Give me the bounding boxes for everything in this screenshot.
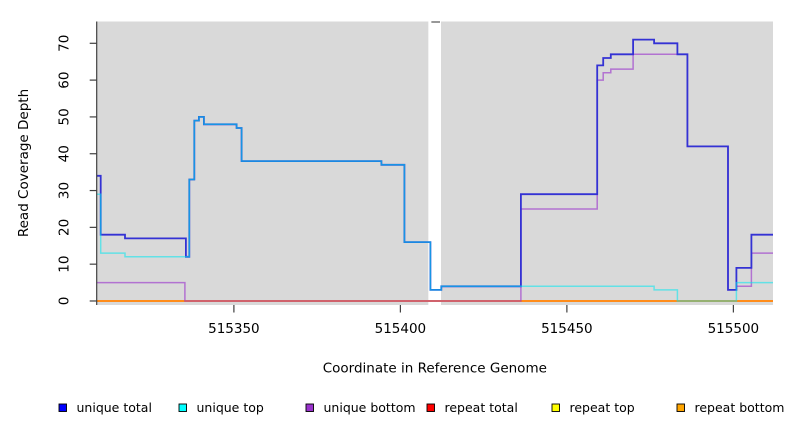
y-tick-label: 40: [57, 145, 73, 162]
no-data-gap: [428, 21, 442, 305]
legend-label: repeat bottom: [695, 400, 785, 415]
legend-swatch: [426, 403, 435, 412]
x-axis: 515350 515400 515450 515500: [208, 305, 759, 337]
y-tick-label: 10: [57, 256, 73, 273]
legend-swatch: [551, 403, 560, 412]
x-tick-label: 515350: [208, 321, 260, 337]
x-tick-label: 515500: [708, 321, 760, 337]
legend-swatch: [58, 403, 67, 412]
y-tick-label: 0: [57, 297, 73, 306]
legend-swatch: [305, 403, 314, 412]
legend-item-repeat-total: repeat total: [426, 400, 518, 415]
legend-swatch: [676, 403, 685, 412]
x-tick-label: 515450: [541, 321, 593, 337]
legend-label: repeat total: [445, 400, 518, 415]
y-tick-label: 20: [57, 219, 73, 236]
legend-label: unique bottom: [324, 400, 416, 415]
legend-label: unique total: [77, 400, 152, 415]
legend-label: repeat top: [570, 400, 635, 415]
series-line: [96, 116, 773, 302]
legend-item-repeat-top: repeat top: [551, 400, 635, 415]
plot-layers: 0 10 20 30 40 50 60 70 515350 515400 515450 515500: [57, 21, 773, 337]
y-tick-label: 50: [57, 108, 73, 125]
legend: unique total unique top unique bottom repea…: [58, 400, 785, 415]
y-tick-label: 60: [57, 72, 73, 89]
x-tick-label: 515400: [375, 321, 427, 337]
legend-swatch: [178, 403, 187, 412]
series-unique-top: [96, 116, 773, 302]
y-axis-label: Read Coverage Depth: [16, 89, 32, 237]
y-tick-label: 30: [57, 182, 73, 199]
legend-item-unique-bottom: unique bottom: [305, 400, 416, 415]
y-tick-label: 70: [57, 35, 73, 52]
x-axis-label: Coordinate in Reference Genome: [323, 361, 547, 377]
legend-item-unique-top: unique top: [178, 400, 264, 415]
legend-item-repeat-bottom: repeat bottom: [676, 400, 785, 415]
legend-label: unique top: [197, 400, 264, 415]
y-axis: 0 10 20 30 40 50 60 70: [57, 21, 98, 306]
legend-item-unique-total: unique total: [58, 400, 152, 415]
